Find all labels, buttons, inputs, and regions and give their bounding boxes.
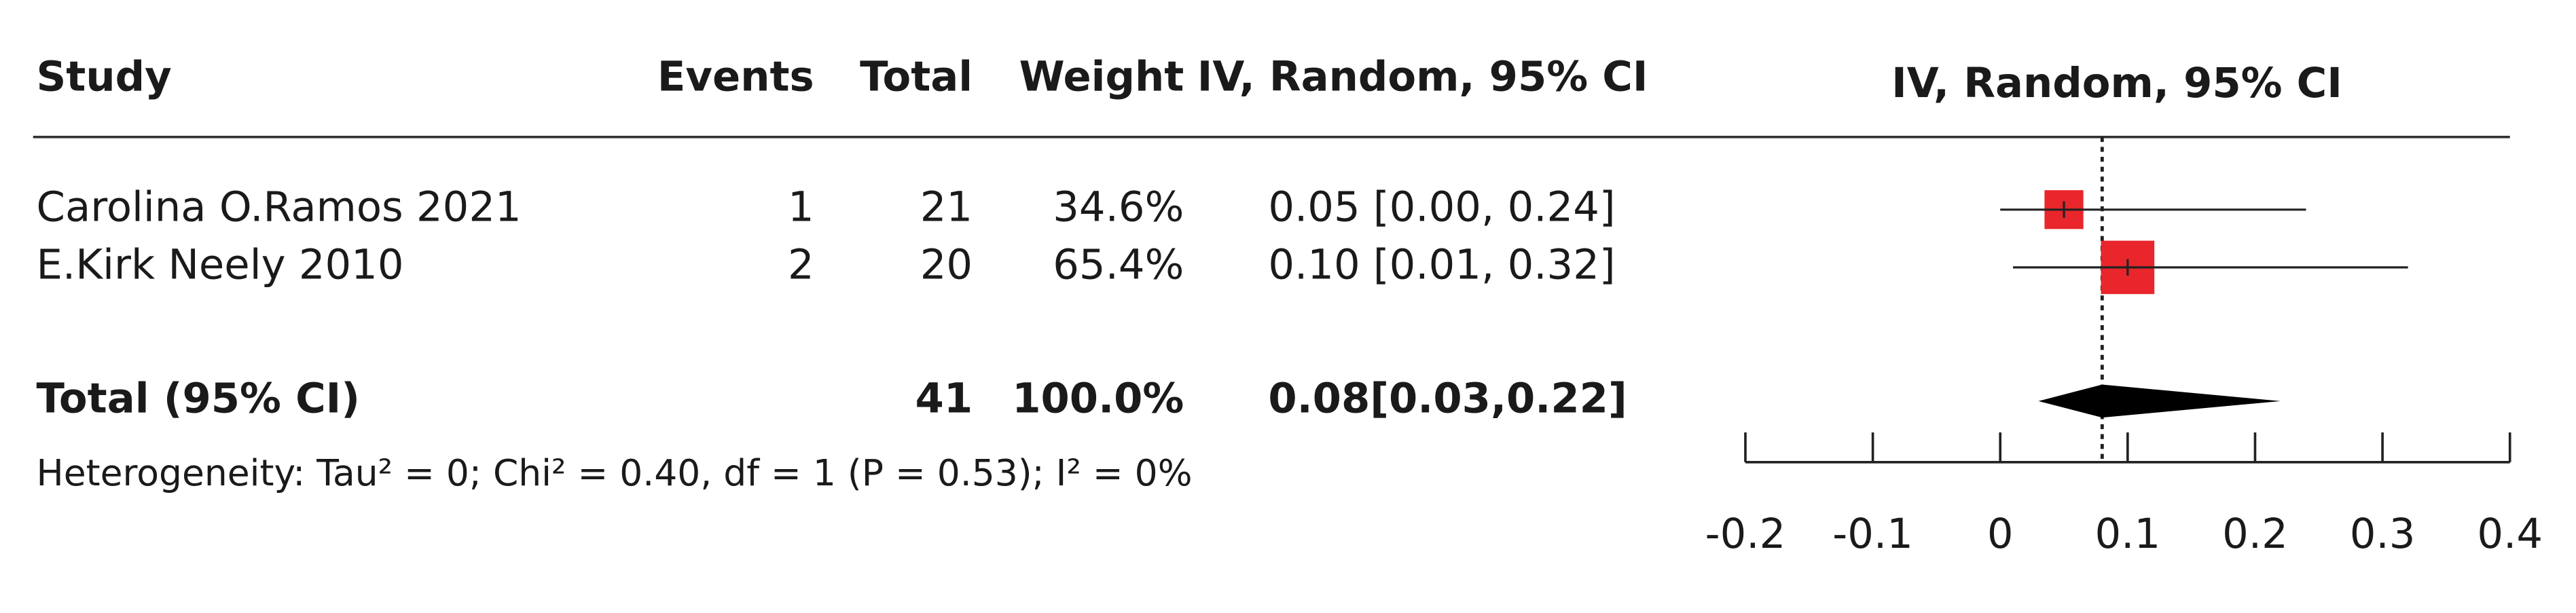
pooled-diamond <box>2038 384 2281 418</box>
ci-label: 0.10 [0.01, 0.32] <box>1268 241 1615 289</box>
column-header: IV, Random, 95% CI <box>1197 53 1648 100</box>
x-tick-label: 0.3 <box>2350 510 2416 558</box>
events: 1 <box>788 183 814 231</box>
x-tick-label: 0.2 <box>2222 510 2288 558</box>
x-tick-label: 0.1 <box>2095 510 2161 558</box>
pooled-weight: 100.0% <box>1012 375 1184 422</box>
study-name: Carolina O.Ramos 2021 <box>37 183 522 231</box>
x-tick-label: -0.1 <box>1832 510 1913 558</box>
column-header: Study <box>37 53 172 100</box>
x-tick-label: 0 <box>1987 510 2014 558</box>
study-name: E.Kirk Neely 2010 <box>37 241 404 289</box>
events: 2 <box>788 241 814 289</box>
total: 20 <box>920 241 973 289</box>
column-header: Events <box>657 53 814 100</box>
pooled-total: 41 <box>915 375 973 422</box>
weight: 34.6% <box>1053 183 1184 231</box>
x-tick-label: -0.2 <box>1705 510 1786 558</box>
column-header: Total <box>860 53 973 100</box>
weight: 65.4% <box>1053 241 1184 289</box>
pooled-label: Total (95% CI) <box>37 375 361 422</box>
x-tick-label: 0.4 <box>2477 510 2543 558</box>
heterogeneity: Heterogeneity: Tau² = 0; Chi² = 0.40, df… <box>37 451 1193 494</box>
ci-label: 0.05 [0.00, 0.24] <box>1268 183 1615 231</box>
total: 21 <box>920 183 973 231</box>
pooled-ci: 0.08[0.03,0.22] <box>1268 375 1627 422</box>
plot-header: IV, Random, 95% CI <box>1891 60 2342 107</box>
column-header: Weight <box>1019 53 1184 100</box>
